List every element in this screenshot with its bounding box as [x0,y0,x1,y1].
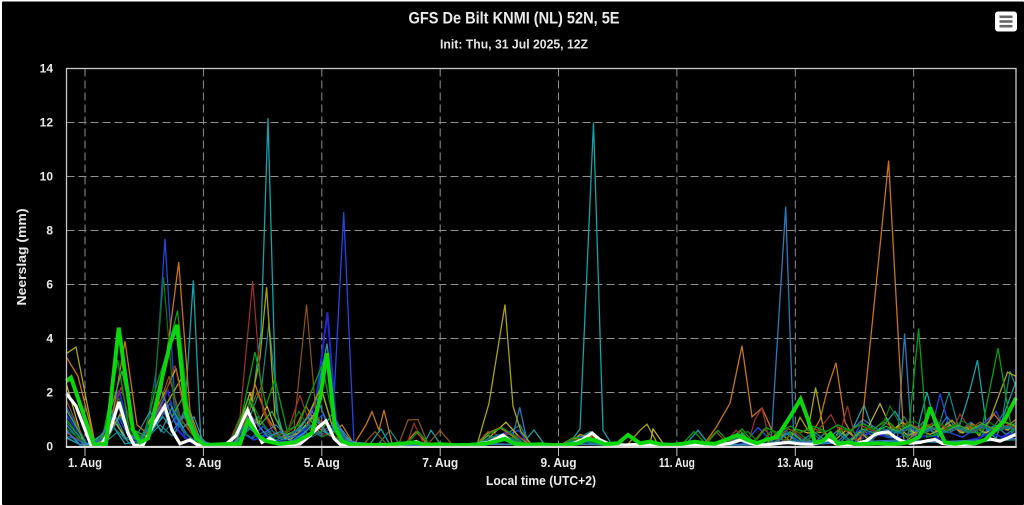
svg-text:7. Aug: 7. Aug [422,455,458,470]
svg-text:10: 10 [40,170,54,184]
svg-text:14: 14 [40,62,54,76]
svg-text:12: 12 [40,116,54,130]
svg-text:5. Aug: 5. Aug [304,455,340,470]
svg-text:4: 4 [46,332,53,346]
svg-text:Local time (UTC+2): Local time (UTC+2) [486,473,596,488]
svg-text:2: 2 [46,386,53,400]
svg-text:Init: Thu, 31 Jul 2025, 12Z: Init: Thu, 31 Jul 2025, 12Z [440,37,588,52]
svg-text:8: 8 [46,224,53,238]
svg-text:GFS De Bilt KNMI (NL) 52N, 5E: GFS De Bilt KNMI (NL) 52N, 5E [409,9,620,28]
svg-text:1. Aug: 1. Aug [68,455,102,470]
svg-text:3. Aug: 3. Aug [185,455,221,470]
svg-text:0: 0 [46,440,53,454]
svg-text:6: 6 [46,278,53,292]
svg-text:11. Aug: 11. Aug [659,455,695,470]
svg-text:Neerslag (mm): Neerslag (mm) [14,209,29,306]
svg-text:13. Aug: 13. Aug [777,455,813,470]
svg-text:9. Aug: 9. Aug [541,455,577,470]
svg-text:15. Aug: 15. Aug [896,455,932,470]
